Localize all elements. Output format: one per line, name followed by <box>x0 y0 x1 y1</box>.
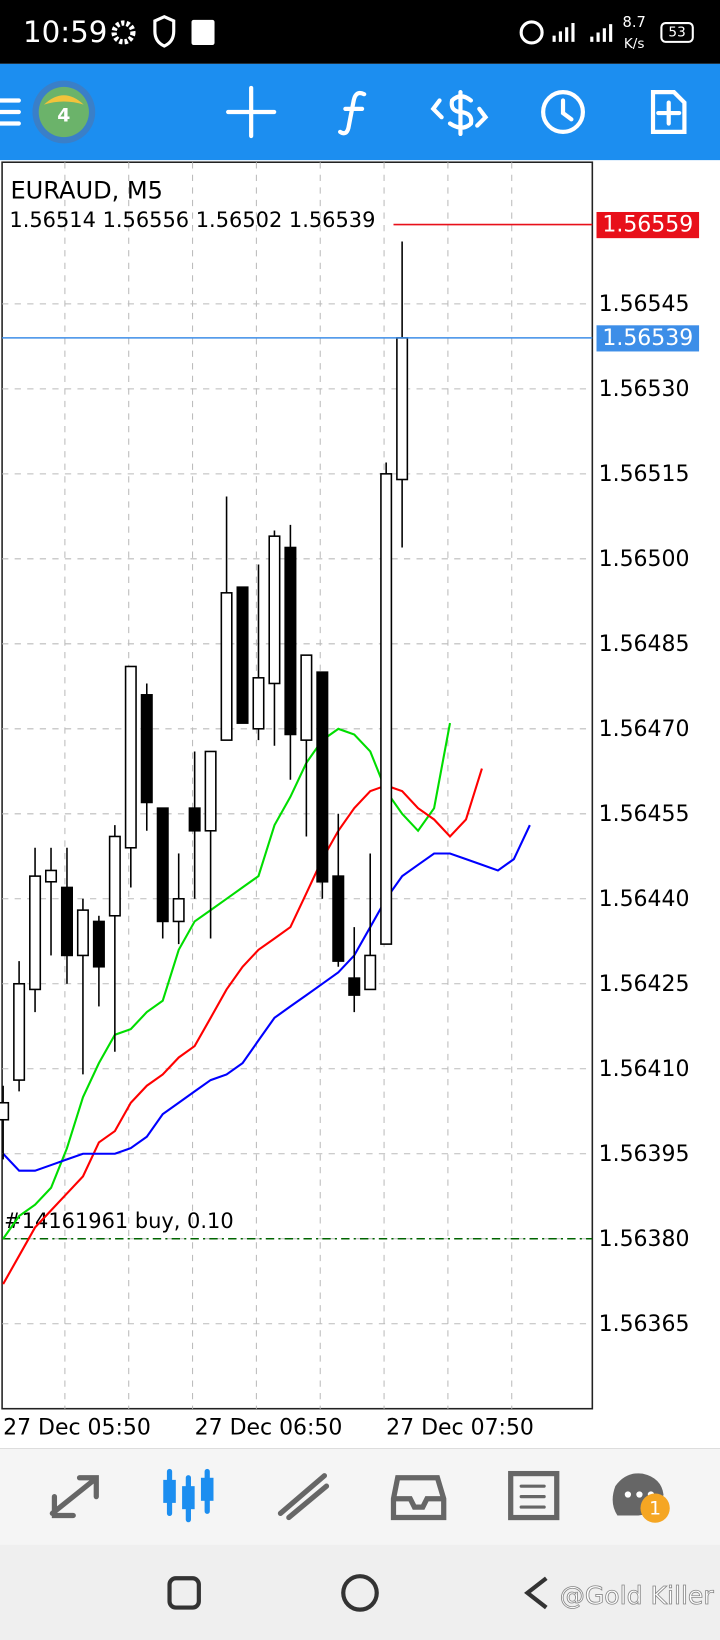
candle-body <box>29 875 42 991</box>
svg-text:4: 4 <box>57 106 70 127</box>
candle-body <box>396 337 409 481</box>
net-speed: 8.7 <box>623 14 646 31</box>
bid-label: 1.56539 <box>602 326 693 351</box>
new-order-button[interactable] <box>650 90 687 134</box>
plot: #14161961 buy, 0.10 <box>0 162 593 1409</box>
ma-line <box>2 722 452 1240</box>
y-tick-label: 1.56380 <box>599 1227 690 1252</box>
toolbar <box>0 63 720 161</box>
x-tick-label: 27 Dec 07:50 <box>386 1416 534 1441</box>
app-logo[interactable]: 4 <box>32 80 96 144</box>
candle-body <box>140 694 153 804</box>
trade-tab[interactable] <box>277 1473 330 1521</box>
y-tick-label: 1.56365 <box>599 1312 690 1337</box>
crosshair-button[interactable] <box>226 85 277 139</box>
y-tick-label: 1.56530 <box>599 377 690 402</box>
news-tab[interactable] <box>508 1470 560 1521</box>
back-button[interactable] <box>524 1576 548 1610</box>
candle-body <box>300 654 313 741</box>
history-tab[interactable] <box>390 1475 447 1521</box>
y-tick-label: 1.56425 <box>599 972 690 997</box>
indicators-button[interactable] <box>338 90 367 136</box>
ma-line <box>2 824 531 1172</box>
candle-body <box>188 807 201 832</box>
candle-body <box>0 1101 10 1121</box>
clock: 10:59 <box>23 15 107 49</box>
x-tick-label: 27 Dec 05:50 <box>3 1416 151 1441</box>
chart-tab[interactable] <box>163 1468 214 1523</box>
history-button[interactable] <box>541 90 585 134</box>
trade-button[interactable] <box>430 90 489 137</box>
ask-label: 1.56559 <box>602 213 693 238</box>
y-tick-label: 1.56440 <box>599 887 690 912</box>
x-tick-label: 27 Dec 06:50 <box>195 1416 343 1441</box>
y-tick-label: 1.56455 <box>599 802 690 827</box>
candle-body <box>76 909 89 957</box>
ma-line <box>2 768 483 1285</box>
y-tick-label: 1.56470 <box>599 717 690 742</box>
candle-body <box>268 535 281 685</box>
plot-frame <box>1 161 594 1410</box>
recents-button[interactable] <box>167 1576 201 1610</box>
candle-body <box>236 586 249 724</box>
candle-body <box>348 977 361 996</box>
candle-body <box>60 886 73 957</box>
candle-body <box>316 671 329 883</box>
y-tick-label: 1.56395 <box>599 1142 690 1167</box>
order-label: #14161961 buy, 0.10 <box>4 1209 233 1233</box>
candle-body <box>284 546 297 736</box>
ask-label-bg <box>596 211 700 239</box>
candle-body <box>172 897 185 923</box>
status-icons <box>111 15 694 48</box>
menu-button[interactable] <box>0 98 21 126</box>
candle-body <box>124 665 137 849</box>
net-speed-unit: K/s <box>624 36 645 52</box>
ohlc-readout: 1.56514 1.56556 1.56502 1.56539 <box>9 208 375 232</box>
y-tick-label: 1.56485 <box>599 632 690 657</box>
nav-bar <box>0 1544 720 1640</box>
badge <box>640 1493 670 1523</box>
status-bar <box>0 0 720 64</box>
candle-body <box>364 954 377 991</box>
y-tick-label: 1.56545 <box>599 292 690 317</box>
candle-body <box>13 982 26 1081</box>
candle-body <box>156 807 169 923</box>
chart-title: EURAUD, M5 <box>10 177 163 205</box>
candle-body <box>45 869 58 883</box>
tab-bar <box>0 1448 720 1545</box>
candle-body <box>92 920 105 968</box>
battery: 53 <box>668 24 685 40</box>
candle-body <box>380 473 393 945</box>
bid-label-bg <box>596 325 700 352</box>
quotes-tab[interactable] <box>49 1475 99 1519</box>
badge-count: 1 <box>649 1499 661 1520</box>
candle-body <box>220 592 233 741</box>
candle-body <box>108 835 121 917</box>
y-tick-label: 1.56410 <box>599 1057 690 1082</box>
watermark: @Gold Killer <box>560 1581 715 1610</box>
candle-body <box>204 750 217 832</box>
y-tick-label: 1.56515 <box>599 462 690 487</box>
home-button[interactable] <box>341 1574 379 1612</box>
y-tick-label: 1.56500 <box>599 547 690 572</box>
candle-body <box>332 875 345 962</box>
candle-body <box>252 677 265 730</box>
